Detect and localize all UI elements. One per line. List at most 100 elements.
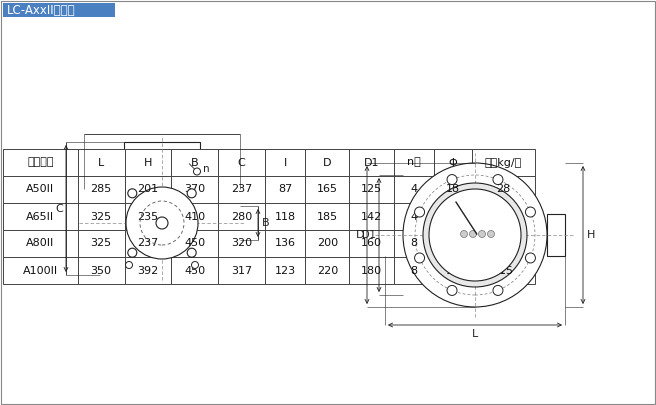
Bar [461, 242, 467, 247]
Bar [125, 149, 171, 176]
Text: 87: 87 [278, 185, 292, 194]
Text: 392: 392 [137, 266, 159, 275]
Text: 18: 18 [445, 211, 460, 222]
Bar [100, 189, 114, 257]
Text: H: H [144, 158, 152, 168]
Bar [84, 206, 100, 240]
Text: 142: 142 [361, 211, 382, 222]
Bar [350, 230, 394, 257]
Text: 410: 410 [184, 211, 205, 222]
Bar [125, 203, 171, 230]
Text: 325: 325 [91, 239, 112, 249]
Text: 450: 450 [184, 266, 205, 275]
Bar [434, 203, 472, 230]
Text: 4: 4 [410, 185, 417, 194]
Bar [3, 176, 78, 203]
Bar [472, 203, 535, 230]
Circle shape [194, 168, 201, 175]
Circle shape [128, 248, 137, 257]
Bar [218, 203, 265, 230]
Text: 115: 115 [493, 266, 514, 275]
Bar [265, 203, 305, 230]
Text: 237: 237 [137, 239, 159, 249]
Bar [394, 230, 434, 257]
Bar [132, 167, 192, 175]
Bar [3, 149, 78, 176]
Text: 125: 125 [361, 185, 382, 194]
Text: 重量kg/台: 重量kg/台 [485, 158, 522, 168]
Circle shape [478, 230, 485, 237]
Bar [210, 189, 224, 257]
Circle shape [470, 230, 476, 237]
Bar [472, 176, 535, 203]
Bar [434, 149, 472, 176]
Bar [434, 176, 472, 203]
Circle shape [429, 189, 521, 281]
Bar [78, 176, 125, 203]
Bar [465, 220, 471, 225]
Bar [128, 150, 196, 160]
Bar [3, 3, 115, 17]
Text: 公称通径: 公称通径 [27, 158, 54, 168]
Bar [78, 203, 125, 230]
Circle shape [187, 248, 196, 257]
Circle shape [525, 207, 535, 217]
Text: 40: 40 [496, 211, 510, 222]
Bar [265, 230, 305, 257]
Text: 136: 136 [275, 239, 296, 249]
Bar [547, 214, 565, 256]
Text: 201: 201 [137, 185, 159, 194]
Text: LC-AxxII型轻型: LC-AxxII型轻型 [7, 4, 75, 17]
Text: A65II: A65II [26, 211, 54, 222]
Circle shape [415, 253, 424, 263]
Circle shape [156, 217, 168, 229]
Bar [3, 230, 78, 257]
Text: D: D [323, 158, 331, 168]
Text: 200: 200 [317, 239, 338, 249]
Circle shape [423, 183, 527, 287]
Text: 325: 325 [91, 211, 112, 222]
Text: 220: 220 [317, 266, 338, 275]
Circle shape [415, 207, 424, 217]
Bar [120, 261, 138, 269]
Text: B: B [262, 218, 270, 228]
Bar [481, 220, 487, 225]
Text: 8: 8 [410, 239, 417, 249]
Text: 280: 280 [231, 211, 252, 222]
Text: 165: 165 [317, 185, 338, 194]
Text: 185: 185 [317, 211, 338, 222]
Bar [3, 203, 78, 230]
Text: A80II: A80II [26, 239, 54, 249]
Bar [171, 257, 218, 284]
Bar [434, 230, 472, 257]
Circle shape [125, 262, 133, 269]
Text: C: C [237, 158, 245, 168]
Bar [485, 242, 491, 247]
Text: 180: 180 [361, 266, 382, 275]
Circle shape [447, 286, 457, 295]
Bar [394, 176, 434, 203]
Bar [472, 230, 535, 257]
Bar [305, 176, 350, 203]
Text: D1: D1 [364, 158, 379, 168]
Bar [350, 176, 394, 203]
Bar [472, 257, 535, 284]
Text: L: L [98, 158, 104, 168]
Bar [350, 257, 394, 284]
Bar [137, 160, 187, 167]
Bar [350, 149, 394, 176]
Text: C: C [55, 203, 63, 213]
Bar [186, 261, 204, 269]
Circle shape [447, 175, 457, 185]
Bar [305, 149, 350, 176]
Bar [477, 242, 483, 247]
Circle shape [403, 163, 547, 307]
Bar [265, 176, 305, 203]
Text: 18: 18 [445, 185, 460, 194]
Bar [265, 149, 305, 176]
Bar [171, 203, 218, 230]
Text: 285: 285 [91, 185, 112, 194]
Bar [265, 257, 305, 284]
Bar [469, 242, 475, 247]
Text: 8: 8 [410, 266, 417, 275]
